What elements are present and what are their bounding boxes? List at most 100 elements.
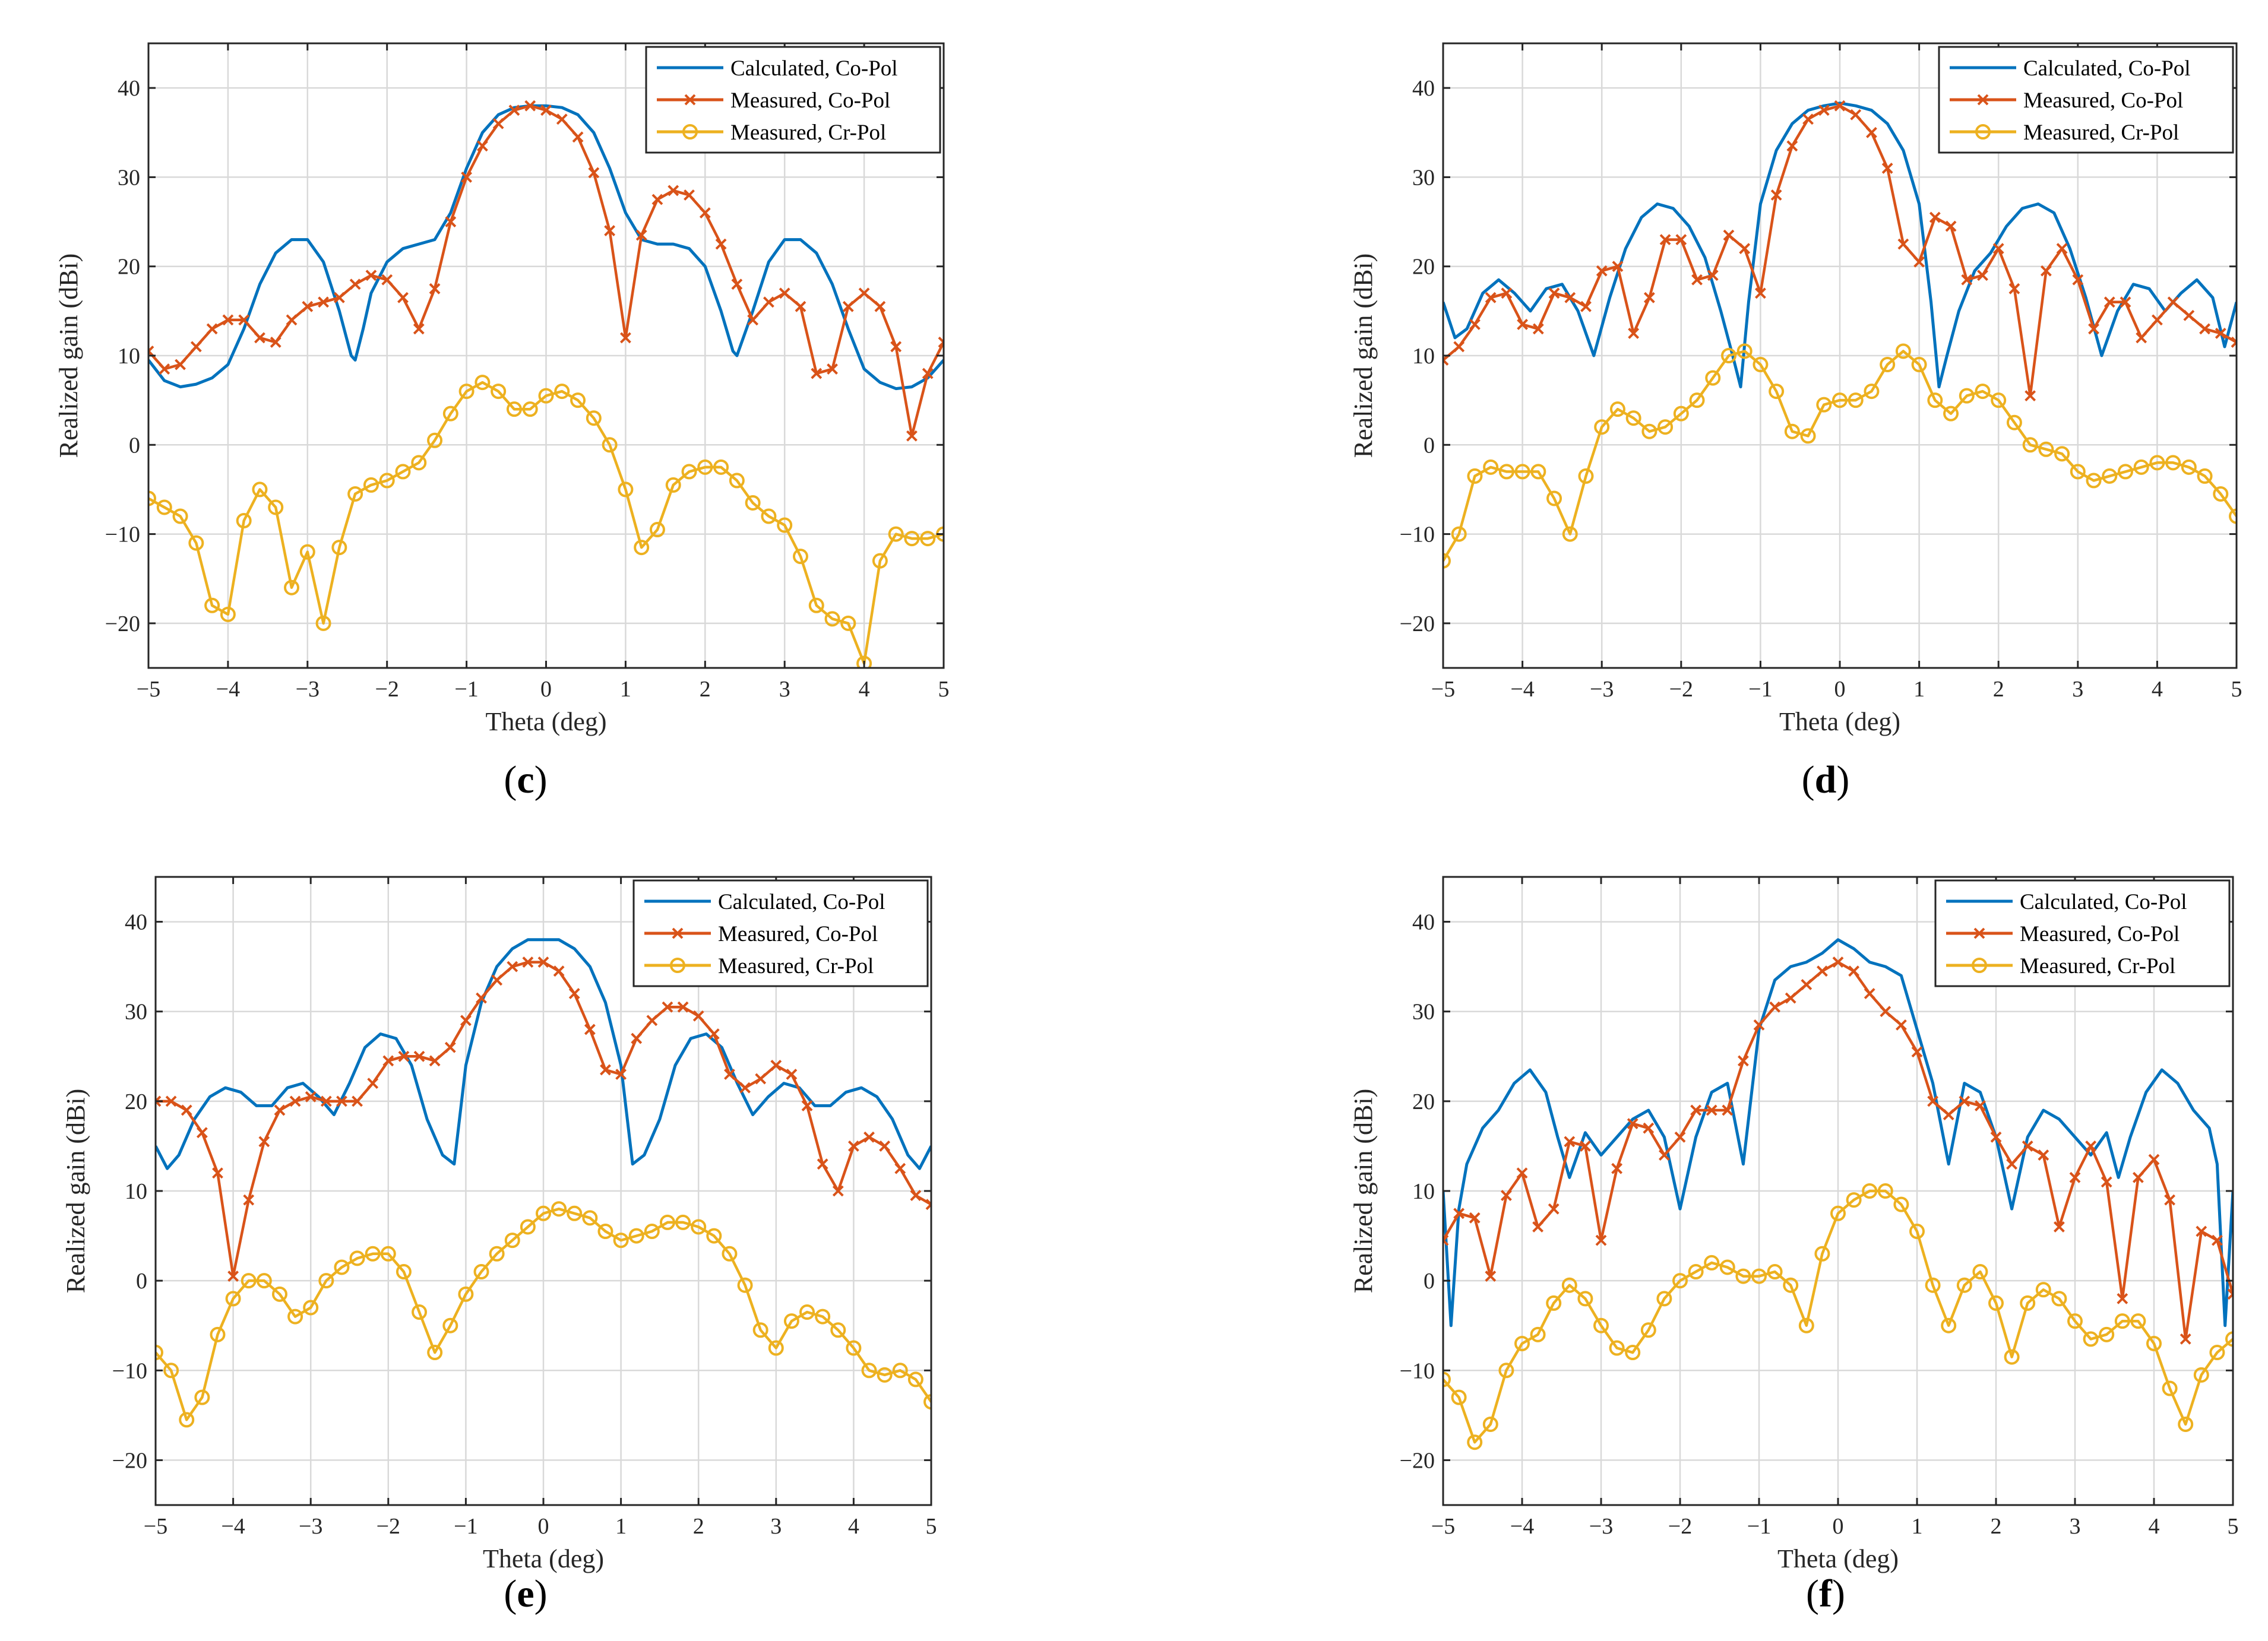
data-point xyxy=(2231,337,2237,348)
data-point xyxy=(1897,238,1909,250)
x-tick-label: 0 xyxy=(1834,677,1846,702)
data-point xyxy=(1816,965,1828,977)
data-point xyxy=(1453,1208,1465,1219)
data-point xyxy=(890,341,902,353)
legend-label: Calculated, Co-Pol xyxy=(2020,890,2187,914)
data-point xyxy=(1564,292,1576,303)
data-point xyxy=(1832,956,1844,968)
data-point xyxy=(644,1224,660,1240)
data-point xyxy=(2067,1313,2083,1329)
data-point xyxy=(492,118,504,129)
data-point xyxy=(238,314,250,326)
y-tick-label: 10 xyxy=(1412,1179,1435,1204)
data-point xyxy=(2083,1331,2099,1347)
data-point xyxy=(1577,1291,1593,1307)
data-point xyxy=(2069,1171,2081,1183)
data-point xyxy=(795,300,806,312)
legend-marker xyxy=(1973,927,1985,939)
y-tick-label: −20 xyxy=(1400,1448,1435,1473)
data-point xyxy=(2196,1225,2207,1237)
data-point xyxy=(1832,392,1848,408)
data-point xyxy=(808,597,824,613)
data-point xyxy=(586,410,602,426)
data-point xyxy=(570,392,586,408)
x-tick-label: 5 xyxy=(938,677,950,702)
data-point xyxy=(175,359,186,370)
x-tick-label: 5 xyxy=(2231,677,2242,702)
data-point xyxy=(365,270,377,281)
caption-d: (d) xyxy=(1801,758,1850,802)
data-point xyxy=(846,1340,862,1356)
data-point xyxy=(646,1015,658,1027)
data-point xyxy=(1751,1268,1767,1284)
data-point xyxy=(188,535,204,551)
legend-marker xyxy=(1977,94,1989,106)
data-point xyxy=(1580,300,1592,312)
data-point xyxy=(651,194,663,205)
data-point xyxy=(212,1167,223,1179)
data-point xyxy=(2114,1313,2130,1329)
data-point xyxy=(303,1300,319,1316)
x-tick-label: −3 xyxy=(299,1514,322,1539)
data-point xyxy=(737,1277,753,1293)
data-point xyxy=(874,300,886,312)
data-point xyxy=(2117,1292,2128,1304)
x-tick-label: 0 xyxy=(538,1514,549,1539)
data-point xyxy=(254,332,265,344)
legend-label: Measured, Cr-Pol xyxy=(2023,121,2179,145)
data-point xyxy=(2022,437,2038,453)
data-point xyxy=(2120,296,2131,308)
data-point xyxy=(1514,1335,1530,1351)
data-point xyxy=(491,974,503,986)
data-point xyxy=(381,274,393,286)
data-point xyxy=(2053,1221,2065,1233)
data-point xyxy=(489,1246,505,1262)
data-point xyxy=(206,323,218,335)
data-point xyxy=(1514,464,1530,480)
data-point xyxy=(2130,1313,2146,1329)
y-tick-label: −10 xyxy=(1400,522,1435,547)
data-point xyxy=(1866,126,1877,138)
data-point xyxy=(731,278,743,290)
data-point xyxy=(442,406,458,422)
data-point xyxy=(475,375,491,391)
data-point xyxy=(1579,1141,1591,1152)
data-point xyxy=(289,1095,301,1107)
data-point xyxy=(2197,468,2213,484)
x-tick-label: 4 xyxy=(848,1514,859,1539)
data-point xyxy=(1482,1416,1498,1432)
data-point xyxy=(553,965,565,977)
data-point xyxy=(2149,455,2165,471)
data-point xyxy=(520,1219,536,1235)
data-point xyxy=(2070,464,2086,480)
data-point xyxy=(1881,162,1893,174)
data-point xyxy=(1546,490,1562,506)
data-point xyxy=(382,1055,394,1067)
data-point xyxy=(1625,1345,1641,1361)
series-group xyxy=(148,100,944,668)
data-point xyxy=(537,956,549,968)
data-point xyxy=(413,1050,425,1062)
data-point xyxy=(347,486,363,502)
data-point xyxy=(284,579,300,595)
legend-label: Calculated, Co-Pol xyxy=(2023,56,2191,81)
data-point xyxy=(2051,1291,2067,1307)
data-point xyxy=(1641,423,1657,439)
data-point xyxy=(270,337,281,348)
data-point xyxy=(2056,243,2068,255)
data-point xyxy=(649,522,665,538)
data-point xyxy=(2165,455,2181,471)
data-point xyxy=(473,1264,489,1280)
data-point xyxy=(396,1264,412,1280)
data-point xyxy=(786,1069,798,1080)
data-point xyxy=(2117,464,2133,480)
data-point xyxy=(708,1028,720,1040)
data-point xyxy=(554,384,570,400)
y-axis-title: Realized gain (dBi) xyxy=(1349,1089,1378,1294)
data-point xyxy=(1485,1271,1497,1282)
x-tick-label: 1 xyxy=(1912,1514,1923,1539)
data-point xyxy=(1498,1363,1514,1379)
data-point xyxy=(538,388,554,404)
